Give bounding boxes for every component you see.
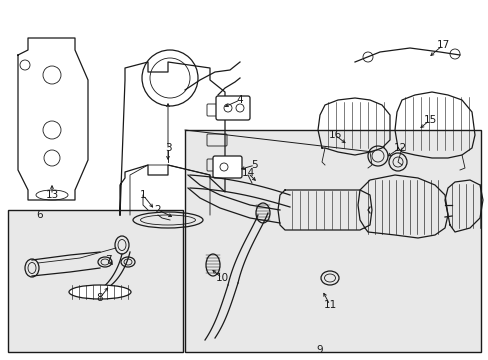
Text: 3: 3	[164, 143, 171, 153]
Text: 5: 5	[251, 160, 258, 170]
Text: 11: 11	[323, 300, 336, 310]
Text: 15: 15	[423, 115, 436, 125]
Ellipse shape	[69, 285, 131, 299]
Bar	[184, 130, 480, 352]
Text: 12: 12	[392, 143, 406, 153]
Text: 8: 8	[97, 293, 103, 303]
FancyBboxPatch shape	[216, 96, 249, 120]
Text: 9: 9	[316, 345, 323, 355]
FancyBboxPatch shape	[213, 156, 242, 178]
Text: 17: 17	[435, 40, 448, 50]
Text: 6: 6	[37, 210, 43, 220]
Text: 7: 7	[104, 255, 111, 265]
Bar	[8, 210, 183, 352]
Text: 1: 1	[140, 190, 146, 200]
Text: 13: 13	[45, 190, 59, 200]
Text: 4: 4	[236, 95, 243, 105]
Text: 2: 2	[154, 205, 161, 215]
Text: 14: 14	[241, 168, 254, 178]
Text: 10: 10	[215, 273, 228, 283]
Text: 16: 16	[328, 130, 341, 140]
